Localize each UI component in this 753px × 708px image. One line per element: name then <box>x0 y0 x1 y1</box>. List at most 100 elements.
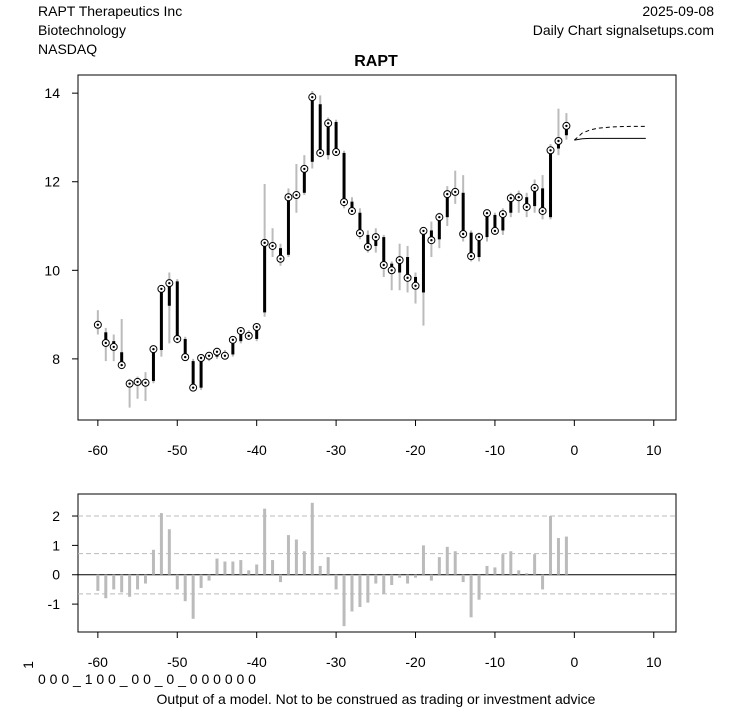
close-dot <box>231 338 235 342</box>
x-tick-label: -30 <box>326 654 346 670</box>
close-dot <box>461 232 465 236</box>
body <box>286 197 290 255</box>
close-dot <box>446 192 449 196</box>
bar <box>533 554 537 575</box>
close-dot <box>223 354 227 357</box>
body <box>437 217 441 240</box>
body <box>366 234 370 247</box>
close-dot <box>287 196 290 199</box>
close-dot <box>509 196 513 200</box>
bar <box>247 570 251 575</box>
bar <box>541 574 545 590</box>
close-dot <box>358 231 362 235</box>
close-dot <box>279 257 282 260</box>
bar <box>374 574 378 584</box>
body <box>374 237 378 246</box>
forecast-line <box>574 125 646 141</box>
close-dot <box>366 245 370 249</box>
body <box>382 237 386 265</box>
close-dot <box>406 276 409 280</box>
close-dot <box>247 334 250 338</box>
close-dot <box>311 95 314 99</box>
close-dot <box>152 347 155 351</box>
close-dot <box>541 209 544 213</box>
body <box>263 242 267 313</box>
forecast-line <box>574 137 646 141</box>
close-dot <box>326 122 330 125</box>
x-tick-label: -50 <box>167 654 187 670</box>
body <box>509 198 513 213</box>
body <box>279 248 283 259</box>
close-dot <box>438 215 441 219</box>
body <box>159 288 163 351</box>
bar <box>414 574 418 578</box>
x-tick-label: -60 <box>88 442 108 458</box>
close-dot <box>382 263 385 267</box>
body <box>485 213 489 238</box>
bar <box>350 574 354 612</box>
bar <box>183 574 187 602</box>
close-dot <box>469 254 473 258</box>
bar <box>302 551 306 575</box>
bar <box>294 539 298 575</box>
close-dot <box>136 380 139 384</box>
body <box>525 197 529 207</box>
body <box>167 283 171 306</box>
bar <box>128 574 132 597</box>
body <box>183 338 187 358</box>
bar <box>358 574 362 608</box>
company-name: RAPT Therapeutics Inc <box>38 3 182 19</box>
body <box>120 352 124 366</box>
bar <box>120 574 124 593</box>
date: 2025-09-08 <box>642 3 714 19</box>
bar <box>429 574 433 581</box>
bar <box>406 574 410 584</box>
close-dot <box>525 205 528 209</box>
close-dot <box>295 193 298 197</box>
bar <box>96 574 100 591</box>
body <box>255 326 259 339</box>
close-dot <box>239 329 243 333</box>
close-dot <box>477 235 481 239</box>
body <box>533 187 537 207</box>
bar <box>223 561 227 575</box>
close-dot <box>271 244 274 248</box>
x-tick-label: -40 <box>247 442 267 458</box>
x-tick-label: 0 <box>570 654 578 670</box>
bar <box>231 561 235 575</box>
close-dot <box>319 151 322 155</box>
body <box>231 339 235 355</box>
close-dot <box>207 354 211 357</box>
close-dot <box>557 139 560 143</box>
body <box>175 281 179 339</box>
bar <box>437 557 441 575</box>
bar <box>453 551 457 575</box>
x-tick-label: -50 <box>167 442 187 458</box>
bar <box>334 574 338 590</box>
chart-title: RAPT <box>354 53 398 70</box>
bar <box>286 535 290 575</box>
x-tick-label: -20 <box>405 442 425 458</box>
bar <box>199 574 203 588</box>
bar <box>556 538 560 575</box>
exchange: NASDAQ <box>38 41 97 57</box>
close-dot <box>430 238 433 242</box>
y-tick-label: 14 <box>44 85 60 101</box>
body <box>445 194 449 218</box>
body <box>199 357 203 388</box>
bar <box>271 560 275 575</box>
body <box>342 152 346 203</box>
bar <box>469 574 473 618</box>
x-tick-label: 0 <box>570 442 578 458</box>
bar <box>159 513 163 575</box>
close-dot <box>454 190 457 194</box>
close-dot <box>350 209 354 213</box>
body <box>549 150 553 218</box>
bar <box>517 570 521 575</box>
body <box>564 125 568 136</box>
close-dot <box>390 269 393 272</box>
body <box>358 212 362 234</box>
body <box>350 201 354 211</box>
